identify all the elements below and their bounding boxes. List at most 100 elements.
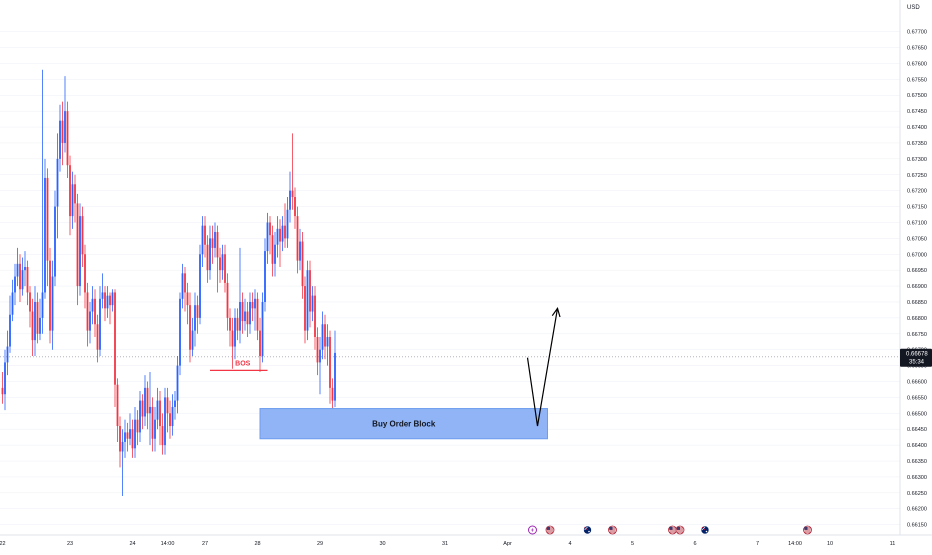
price-tick-label: 0.66250	[907, 491, 927, 497]
time-tick-label: 10	[827, 541, 833, 547]
candle-countdown: 35:34	[909, 360, 925, 366]
annotations[interactable]: BOS Buy Order Block	[210, 306, 561, 440]
candle-body	[269, 222, 271, 236]
candle-body	[41, 292, 44, 318]
us-flag-icon[interactable]	[545, 525, 555, 535]
candle-body	[186, 292, 189, 306]
candle-body	[26, 267, 29, 293]
candle-body	[156, 400, 159, 420]
candle-body	[136, 419, 139, 433]
price-tick-label: 0.66150	[907, 523, 927, 529]
lightning-icon[interactable]	[528, 525, 537, 535]
candle-body	[266, 222, 269, 252]
candle-body	[239, 301, 241, 331]
candle-body	[166, 397, 169, 414]
buy-order-block[interactable]	[259, 408, 548, 440]
us-flag-icon[interactable]	[668, 525, 677, 535]
candle-body	[74, 184, 76, 204]
candle-body	[104, 292, 106, 309]
candle-body	[249, 301, 251, 325]
candle-body	[39, 317, 41, 334]
candle-body	[274, 244, 276, 264]
price-tick-label: 0.67500	[907, 93, 927, 99]
candle-body	[61, 120, 64, 143]
current-price-tag-bg	[900, 348, 932, 367]
us-flag-icon[interactable]	[803, 525, 812, 535]
price-tick-label: 0.66950	[907, 268, 927, 274]
candle-body	[334, 352, 336, 401]
time-tick-label: 22	[0, 541, 6, 547]
candle-body	[16, 263, 19, 277]
candle-body	[54, 206, 56, 277]
time-axis-background	[0, 535, 932, 550]
candle-body	[101, 292, 104, 299]
candle-body	[114, 292, 116, 385]
price-tick-label: 0.66300	[907, 475, 927, 481]
economic-events[interactable]	[528, 525, 812, 535]
candle-body	[241, 301, 244, 322]
candle-body	[169, 413, 171, 427]
candle-body	[99, 298, 101, 350]
candle-body	[226, 282, 229, 318]
candle-body	[106, 295, 109, 309]
time-tick-label: 30	[379, 541, 385, 547]
candle-body	[296, 216, 299, 261]
us-flag-icon[interactable]	[675, 525, 685, 535]
us-flag-icon[interactable]	[608, 525, 617, 535]
candle-body	[34, 301, 36, 341]
candle-body	[251, 301, 254, 309]
candle-body	[19, 263, 21, 290]
time-tick-label: Apr	[503, 541, 512, 547]
candle-body	[301, 241, 304, 287]
candle-body	[154, 419, 156, 439]
candle-body	[319, 349, 321, 363]
time-axis[interactable]: 22 23 24 14:00 27 28 29 30 31 Apr 4 5 6 7 14:00 10 11	[0, 541, 895, 547]
price-tick-label: 0.66200	[907, 507, 927, 513]
candle-body	[94, 298, 96, 325]
candle-body	[84, 254, 86, 293]
candle-body	[151, 406, 154, 439]
candle-body	[181, 273, 184, 299]
candle-body	[221, 254, 224, 271]
candle-body	[81, 216, 84, 255]
candle-body	[124, 432, 126, 442]
price-tick-label: 0.67600	[907, 61, 927, 67]
price-tick-label: 0.67650	[907, 46, 927, 52]
buy-order-block-label: Buy Order Block	[372, 420, 436, 429]
price-tick-label: 0.66400	[907, 443, 927, 449]
candle-body	[311, 295, 314, 312]
candle-body	[284, 225, 286, 239]
candle-body	[206, 244, 209, 271]
candle-body	[224, 254, 226, 283]
candle-body	[316, 336, 319, 363]
candle-body	[324, 324, 326, 347]
projection-path[interactable]	[526, 308, 559, 427]
candle-body	[44, 177, 46, 293]
candle-body	[131, 429, 134, 449]
candle-body	[79, 216, 81, 287]
au-flag-icon[interactable]	[583, 525, 592, 535]
candle-body	[189, 305, 191, 350]
au-flag-icon[interactable]	[700, 525, 710, 535]
price-axis[interactable]: 0.67700 0.67650 0.67600 0.67550 0.67500 0.674…	[907, 30, 927, 529]
candle-body	[64, 111, 66, 143]
candle-body	[96, 324, 99, 350]
price-tick-label: 0.67050	[907, 236, 927, 242]
candle-body	[179, 298, 181, 366]
candle-body	[211, 238, 214, 248]
price-tick-label: 0.67350	[907, 141, 927, 147]
bos-label: BOS	[235, 360, 251, 367]
candle-body	[161, 426, 164, 446]
candle-body	[271, 235, 274, 264]
candle-body	[286, 209, 289, 239]
time-tick-label: 5	[631, 541, 634, 547]
candle-body	[216, 232, 219, 258]
candle-body	[254, 298, 256, 309]
candle-body	[119, 426, 121, 452]
candle-body	[229, 317, 231, 331]
candle-body	[281, 225, 284, 242]
candle-body	[159, 400, 161, 427]
